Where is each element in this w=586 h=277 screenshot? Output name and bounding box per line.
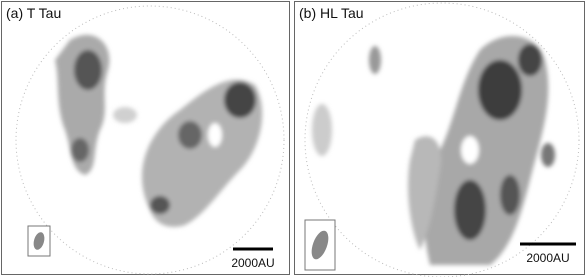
scale-bar-label: 2000AU: [231, 256, 274, 270]
emission-peak: [541, 143, 555, 167]
emission-hole: [461, 136, 479, 164]
panel-b: 2000AU (b) HL Tau: [295, 2, 585, 277]
emission-peak: [150, 196, 170, 214]
emission-peak: [74, 50, 102, 90]
panel-a: 2000AU (a) T Tau: [2, 2, 290, 275]
emission-peak: [518, 44, 542, 76]
figure: 2000AU (a) T Tau 2000AU (b) HL Tau: [0, 0, 586, 277]
emission-blob: [312, 104, 332, 156]
panel-label: (a) T Tau: [6, 5, 61, 21]
emission-peak: [71, 138, 89, 162]
emission-peak: [454, 180, 486, 240]
emission-blob: [113, 107, 137, 123]
emission-peak: [478, 60, 522, 120]
panel-label: (b) HL Tau: [299, 5, 364, 21]
emission-hole: [208, 123, 222, 147]
emission-peak: [500, 175, 520, 215]
emission-peak: [224, 82, 256, 118]
emission-blob: [369, 46, 381, 74]
scale-bar-label: 2000AU: [526, 251, 569, 265]
emission-peak: [178, 121, 202, 149]
